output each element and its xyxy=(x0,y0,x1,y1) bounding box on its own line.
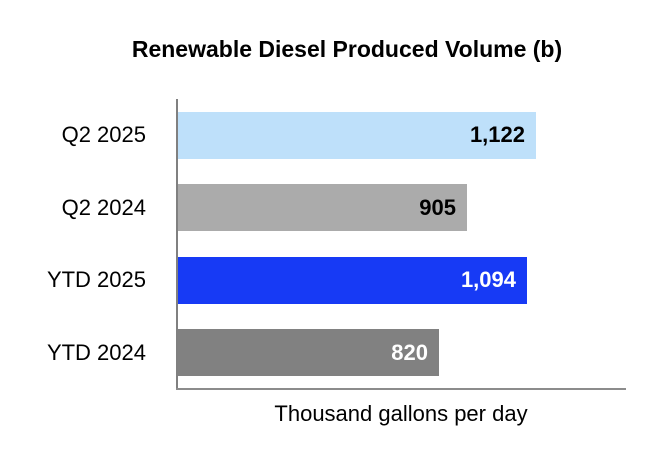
chart-title: Renewable Diesel Produced Volume (b) xyxy=(131,36,563,62)
bar: 1,122 xyxy=(177,111,536,159)
category-label: YTD 2025 xyxy=(46,267,146,293)
bar-row: YTD 2024 820 xyxy=(0,317,666,390)
category-label: Q2 2025 xyxy=(61,122,146,148)
bar-value-label: 905 xyxy=(419,194,456,220)
plot-area: Q2 2025 1,122 Q2 2024 905 YTD 2025 1,094 YTD 2… xyxy=(0,99,666,389)
bar-row: Q2 2025 1,122 xyxy=(0,99,666,172)
bar-value-label: 1,122 xyxy=(469,122,525,148)
bar-value-label: 820 xyxy=(391,339,428,365)
x-axis-line xyxy=(176,388,626,390)
category-label: Q2 2024 xyxy=(61,194,146,220)
bar-row: Q2 2024 905 xyxy=(0,172,666,245)
bar-value-label: 1,094 xyxy=(460,267,516,293)
bar-row: YTD 2025 1,094 xyxy=(0,244,666,317)
x-axis-label: Thousand gallons per day xyxy=(274,401,528,426)
bar: 1,094 xyxy=(177,256,527,304)
bar: 905 xyxy=(177,184,467,232)
category-label: YTD 2024 xyxy=(46,339,146,365)
y-axis-line xyxy=(176,99,178,390)
bar: 820 xyxy=(177,329,439,377)
